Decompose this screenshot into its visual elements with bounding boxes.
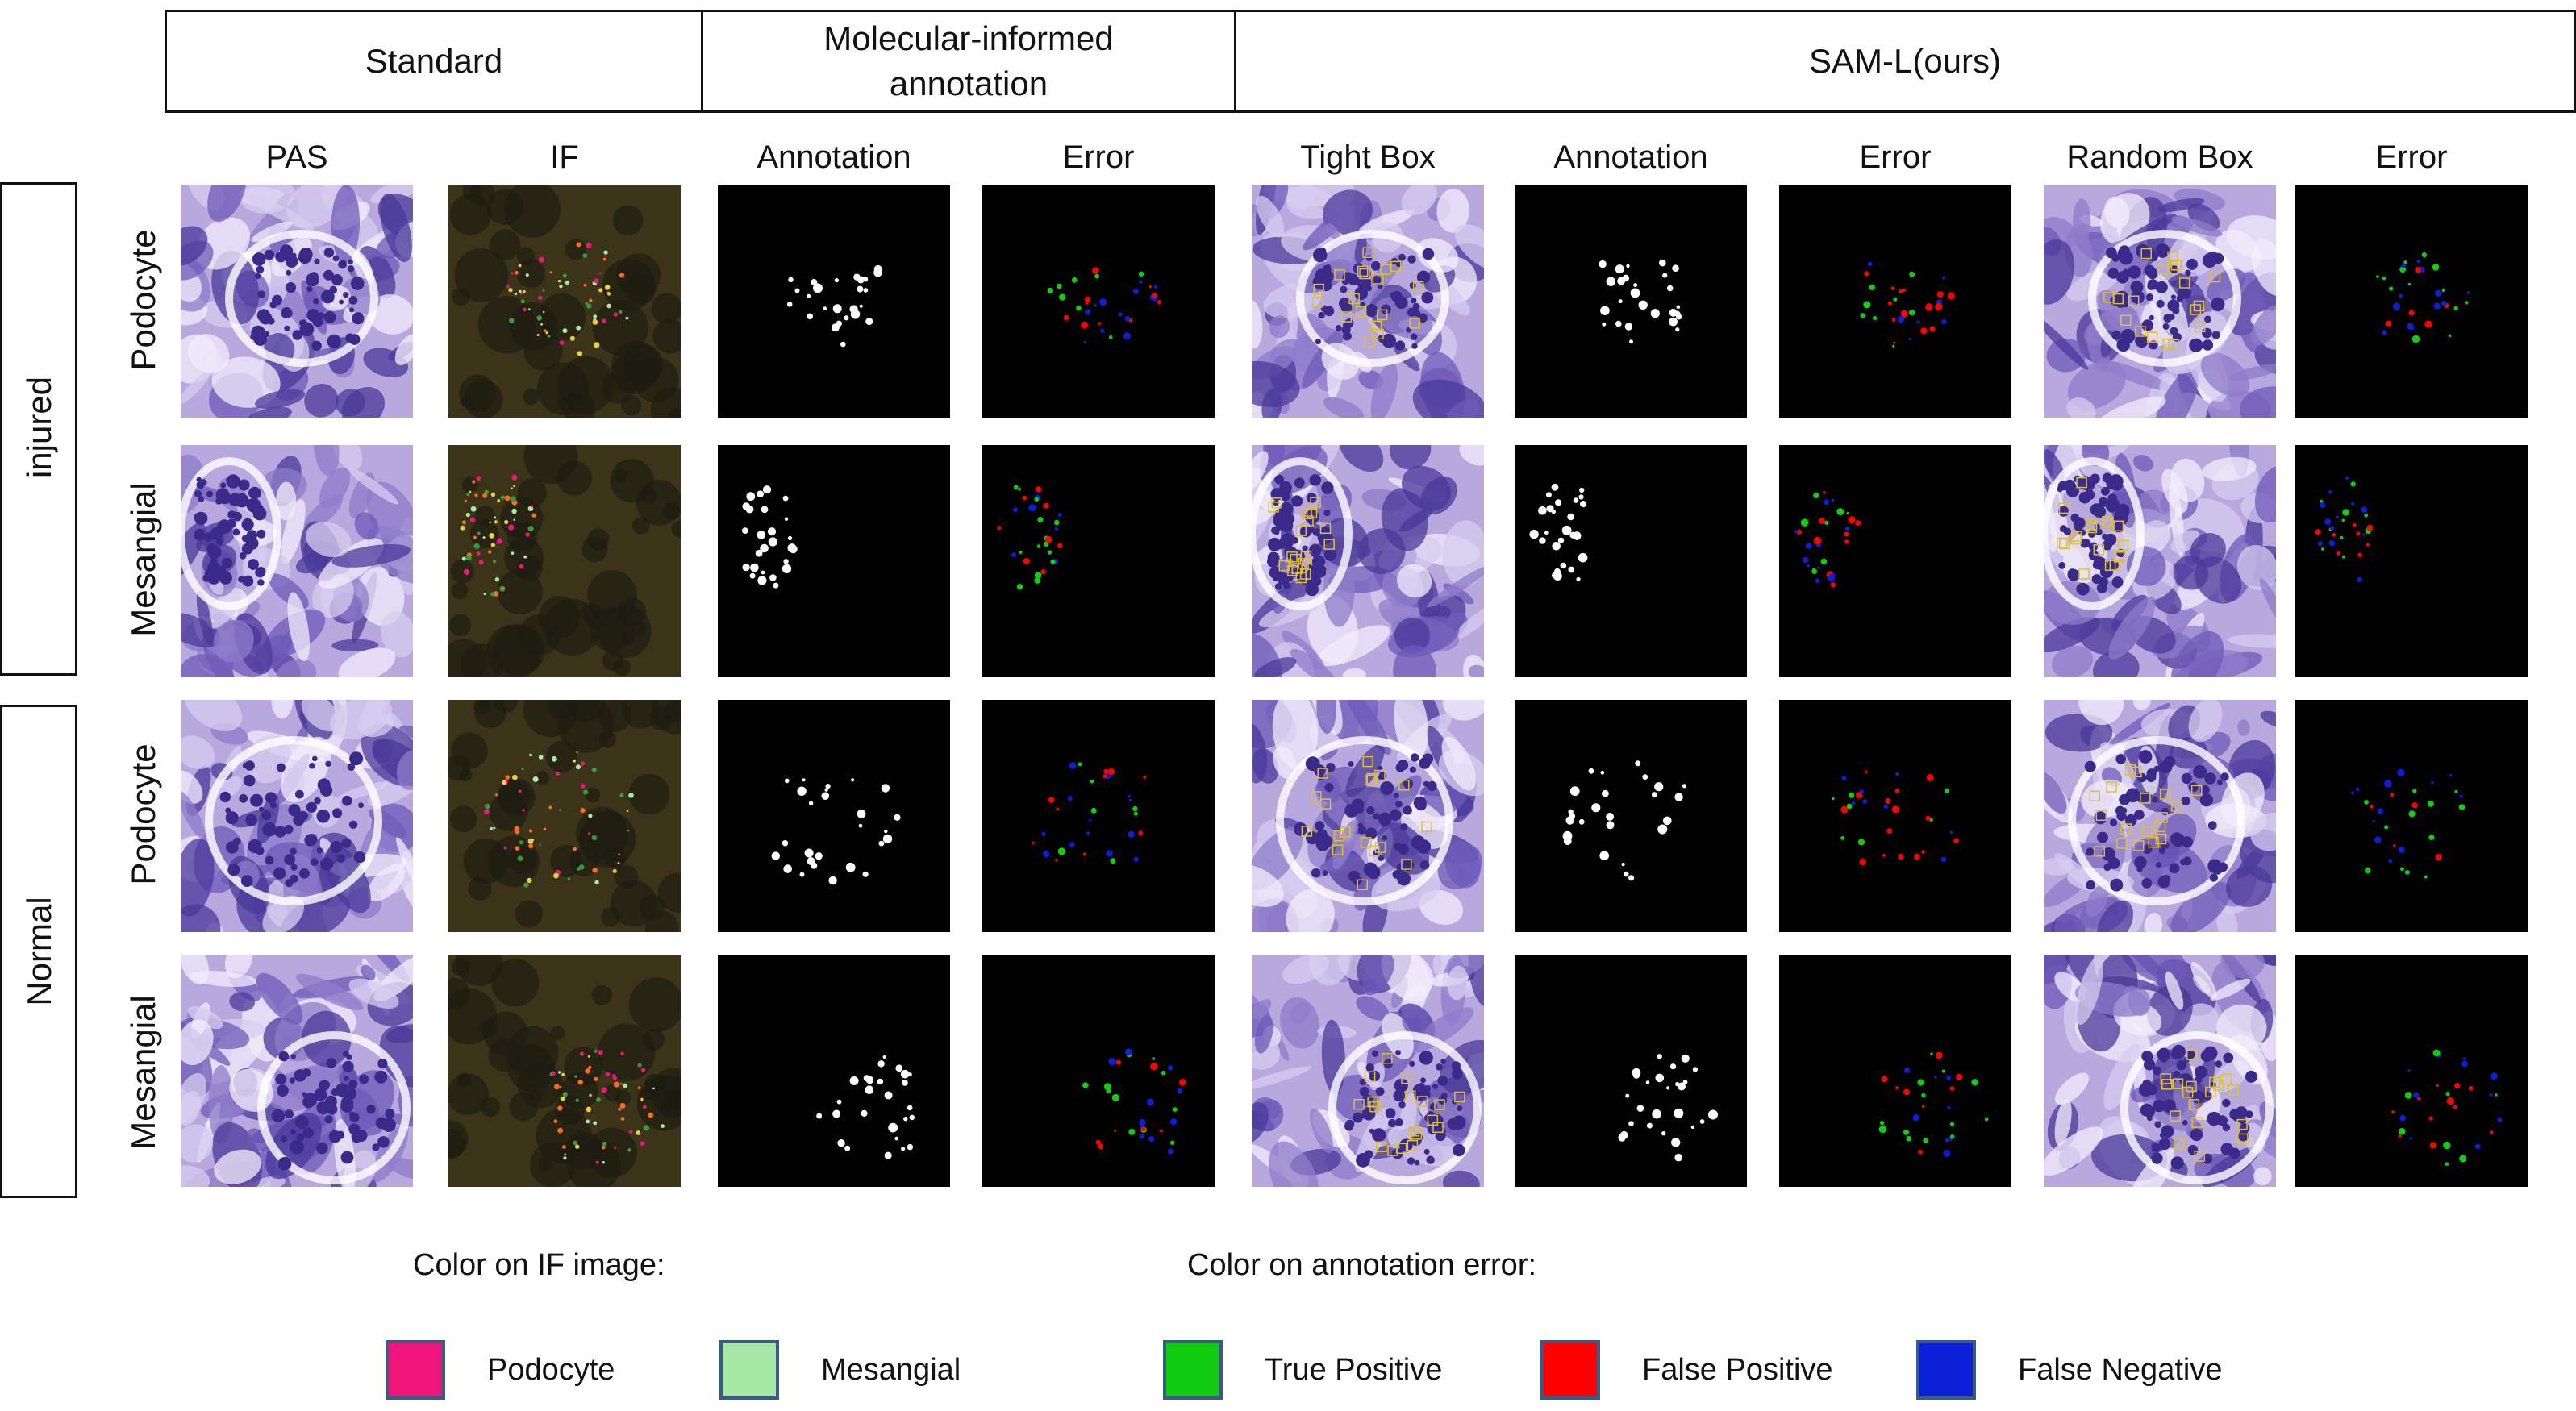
swatch-podocyte <box>386 1340 445 1400</box>
tile-normal-mesangial-col4-error <box>982 955 1215 1187</box>
column-label-9: Error <box>2375 139 2448 175</box>
tile-normal-mesangial-col3-mask <box>718 955 950 1187</box>
tile-normal-podocyte-col3-mask <box>718 700 950 932</box>
legend-label-true-positive: True Positive <box>1265 1352 1443 1387</box>
tile-injured-mesangial-col5-pas-box <box>1252 445 1484 677</box>
column-label-3: Annotation <box>757 139 911 175</box>
swatch-mesangial <box>719 1340 779 1400</box>
header-standard-label: Standard <box>365 42 503 80</box>
legend-label-false-positive: False Positive <box>1642 1352 1833 1387</box>
column-label-8: Random Box <box>2066 139 2253 175</box>
legend-item-false-negative: False Negative <box>1916 1340 2222 1400</box>
row-label-normal-podocyte: Podocyte <box>124 743 162 885</box>
header-standard: Standard <box>165 10 703 113</box>
group-box-injured <box>0 182 77 676</box>
column-label-1: PAS <box>265 139 328 175</box>
column-label-5: Tight Box <box>1300 139 1436 175</box>
row-label-injured-podocyte: Podocyte <box>124 229 162 371</box>
tile-normal-podocyte-col4-error <box>982 700 1215 932</box>
group-box-normal <box>0 705 77 1198</box>
tile-injured-podocyte-col3-mask <box>718 185 950 418</box>
tile-injured-mesangial-col2-if <box>448 445 681 677</box>
legend-item-false-positive: False Positive <box>1540 1340 1833 1400</box>
header-molecular-label: Molecular-informed annotation <box>823 19 1114 102</box>
tile-normal-mesangial-col1-pas <box>181 955 413 1187</box>
tile-normal-podocyte-col6-mask <box>1515 700 1747 932</box>
tile-normal-podocyte-col8-pas-box <box>2044 700 2276 932</box>
tile-normal-podocyte-col9-error <box>2295 700 2528 932</box>
tile-injured-mesangial-col8-pas-box <box>2044 445 2276 677</box>
tile-normal-podocyte-col5-pas-box <box>1252 700 1484 932</box>
tile-injured-podocyte-col1-pas <box>181 185 413 418</box>
tile-injured-mesangial-col1-pas <box>181 445 413 677</box>
row-label-injured-mesangial: Mesangial <box>124 482 162 637</box>
legend-item-true-positive: True Positive <box>1163 1340 1442 1400</box>
tile-injured-mesangial-col9-error <box>2295 445 2528 677</box>
group-label-injured: injured <box>20 376 58 479</box>
column-label-7: Error <box>1859 139 1932 175</box>
tile-injured-mesangial-col3-mask <box>718 445 950 677</box>
tile-injured-mesangial-col6-mask <box>1515 445 1747 677</box>
header-saml-label: SAM-L(ours) <box>1808 42 2002 80</box>
row-label-normal-mesangial: Mesangial <box>124 995 162 1150</box>
legend-item-mesangial: Mesangial <box>719 1340 961 1400</box>
tile-normal-podocyte-col2-if <box>448 700 681 932</box>
tile-normal-mesangial-col5-pas-box <box>1252 955 1484 1187</box>
tile-normal-podocyte-col1-pas <box>181 700 413 932</box>
tile-injured-podocyte-col9-error <box>2295 185 2528 418</box>
tile-injured-mesangial-col4-error <box>982 445 1215 677</box>
tile-injured-podocyte-col5-pas-box <box>1252 185 1484 418</box>
tile-injured-mesangial-col7-error <box>1779 445 2011 677</box>
tile-normal-mesangial-col8-pas-box <box>2044 955 2276 1187</box>
legend-label-false-negative: False Negative <box>2018 1352 2223 1387</box>
tile-injured-podocyte-col2-if <box>448 185 681 418</box>
tile-injured-podocyte-col4-error <box>982 185 1215 418</box>
swatch-true-positive <box>1163 1340 1223 1400</box>
tile-normal-podocyte-col7-error <box>1779 700 2011 932</box>
tile-injured-podocyte-col7-error <box>1779 185 2011 418</box>
tile-normal-mesangial-col9-error <box>2295 955 2528 1187</box>
tile-normal-mesangial-col6-mask <box>1515 955 1747 1187</box>
legend-label-mesangial: Mesangial <box>821 1352 961 1387</box>
tile-injured-podocyte-col6-mask <box>1515 185 1747 418</box>
header-molecular: Molecular-informed annotation <box>701 10 1236 113</box>
column-label-6: Annotation <box>1553 139 1708 175</box>
legend-error-title: Color on annotation error: <box>1187 1248 1537 1282</box>
header-saml: SAM-L(ours) <box>1234 10 2576 113</box>
swatch-false-negative <box>1916 1340 1976 1400</box>
column-label-2: IF <box>550 139 579 175</box>
swatch-false-positive <box>1540 1340 1600 1400</box>
legend-item-podocyte: Podocyte <box>386 1340 615 1400</box>
tile-injured-podocyte-col8-pas-box <box>2044 185 2276 418</box>
legend-if-title: Color on IF image: <box>413 1248 665 1282</box>
column-label-4: Error <box>1062 139 1135 175</box>
group-label-normal: Normal <box>20 897 58 1006</box>
tile-normal-mesangial-col2-if <box>448 955 681 1187</box>
tile-normal-mesangial-col7-error <box>1779 955 2011 1187</box>
legend-label-podocyte: Podocyte <box>487 1352 615 1387</box>
